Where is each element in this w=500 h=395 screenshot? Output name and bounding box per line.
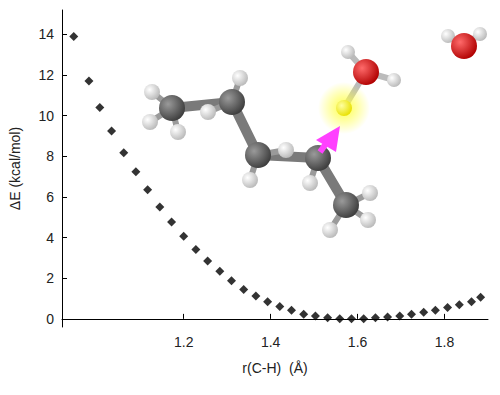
- svg-text:r(C-H) (Å): r(C-H) (Å): [242, 360, 307, 376]
- svg-text:12: 12: [38, 67, 54, 83]
- svg-text:6: 6: [46, 189, 54, 205]
- svg-text:0: 0: [46, 311, 54, 327]
- svg-text:1.4: 1.4: [261, 334, 281, 350]
- svg-text:1.2: 1.2: [174, 334, 194, 350]
- svg-text:1.6: 1.6: [348, 334, 368, 350]
- svg-text:2: 2: [46, 270, 54, 286]
- svg-text:1.8: 1.8: [435, 334, 455, 350]
- svg-text:14: 14: [38, 26, 54, 42]
- svg-text:ΔE (kcal/mol): ΔE (kcal/mol): [7, 127, 23, 210]
- svg-text:10: 10: [38, 108, 54, 124]
- svg-text:4: 4: [46, 230, 54, 246]
- svg-text:8: 8: [46, 148, 54, 164]
